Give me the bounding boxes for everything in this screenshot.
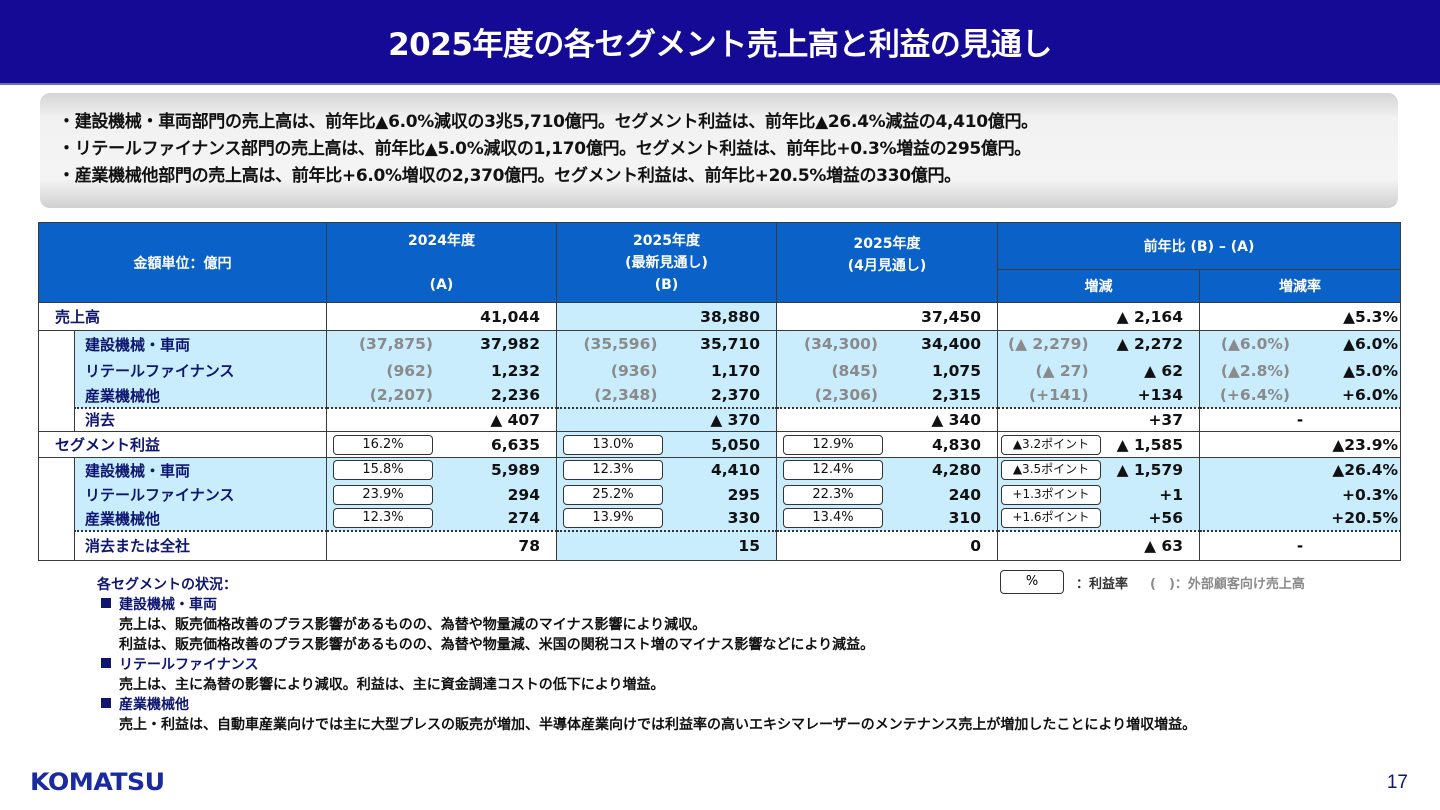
margin-diff-badge: +1.3ポイント <box>1001 484 1101 505</box>
notes-segment-industrial: 産業機械他 <box>97 695 1196 715</box>
square-bullet-icon <box>101 598 111 608</box>
margin-badge: 13.4% <box>783 508 883 528</box>
summary-line: ・建設機械・車両部門の売上高は、前年比▲6.0%減収の3兆5,710億円。セグメ… <box>58 112 1038 132</box>
notes-segment-construction: 建設機械・車両 <box>97 595 1196 615</box>
table-row-sales-total: 売上高 41,044 38,880 37,450 ▲ 2,164 ▲5.3% <box>38 302 1402 331</box>
summary-box: ・建設機械・車両部門の売上高は、前年比▲6.0%減収の3兆5,710億円。セグメ… <box>40 93 1398 208</box>
title-bar: 2025年度の各セグメント売上高と利益の見通し <box>0 0 1440 85</box>
table-row: 建設機械・車両 (37,875) 37,982 (35,596) 35,710 (3… <box>38 330 1402 432</box>
margin-badge: 25.2% <box>563 484 663 505</box>
table-row: リテールファイナンス (962) 1,232 (936) 1,170 (845) 1,… <box>39 357 1402 384</box>
table-row-profit-total: セグメント利益 16.2% 6,635 13.0% 5,050 12.9% 4,830… <box>38 431 1402 458</box>
square-bullet-icon <box>101 658 111 668</box>
notes-heading: 各セグメントの状況： <box>97 577 237 593</box>
margin-badge: 16.2% <box>333 434 433 455</box>
margin-diff-badge: +1.6ポイント <box>1001 508 1101 528</box>
legend-external-text: ( )：外部顧客向け売上高 <box>1150 576 1305 592</box>
legend-margin-text: ：利益率 <box>1076 576 1129 592</box>
margin-badge: 13.9% <box>563 508 663 528</box>
table-row-elimination-corporate: 消去または全社 78 15 0 ▲ 63 - <box>39 529 1402 561</box>
table-row: リテールファイナンス 23.9% 294 25.2% 295 22.3% 240 +1… <box>39 482 1402 507</box>
col-header-yoy: 前年比 (B) – (A) <box>996 222 1402 270</box>
col-header-fy2025-april: 2025年度 (4月見通し) <box>776 222 998 303</box>
summary-line: ・リテールファイナンス部門の売上高は、前年比▲5.0%減収の1,170億円。セグ… <box>58 139 1031 159</box>
margin-badge: 12.3% <box>563 460 663 481</box>
summary-line: ・産業機械他部門の売上高は、前年比+6.0%増収の2,370億円。セグメント利益… <box>58 166 961 186</box>
notes-text: 売上・利益は、自動車産業向けでは主に大型プレスの販売が増加、半導体産業向けでは利… <box>119 717 1197 733</box>
col-header-rate: 増減率 <box>1198 269 1402 303</box>
notes-text: 利益は、販売価格改善のプラス影響があるものの、為替や物量減、米国の関税コスト増の… <box>119 637 875 653</box>
notes-segment-retail-finance: リテールファイナンス <box>97 655 1196 675</box>
segment-table: 金額単位：億円 2024年度 (A) 2025年度 (最新見通し) (B) 20… <box>38 222 1402 561</box>
margin-badge: 15.8% <box>333 460 433 481</box>
unit-header: 金額単位：億円 <box>38 222 327 303</box>
col-header-fy2025-latest: 2025年度 (最新見通し) (B) <box>556 222 777 303</box>
komatsu-logo: KOMATSU <box>30 768 165 796</box>
notes-text: 売上は、販売価格改善のプラス影響があるものの、為替や物量減のマイナス影響により減… <box>119 617 707 633</box>
margin-diff-badge: ▲3.5ポイント <box>1001 460 1101 481</box>
segment-notes: 各セグメントの状況： 建設機械・車両 売上は、販売価格改善のプラス影響があるもの… <box>97 575 1196 735</box>
margin-badge: 13.0% <box>563 434 663 455</box>
table-row: 建設機械・車両 15.8% 5,989 12.3% 4,410 12.4% 4,280… <box>38 457 1402 561</box>
margin-badge: 12.3% <box>333 508 433 528</box>
margin-badge: 23.9% <box>333 484 433 505</box>
col-header-diff: 増減 <box>997 269 1200 303</box>
margin-badge: 12.9% <box>783 434 883 455</box>
table-row-elimination: 消去 ▲ 407 ▲ 370 ▲ 340 +37 - <box>39 406 1402 432</box>
notes-text: 売上は、主に為替の影響により減収。利益は、主に資金調達コストの低下により増益。 <box>119 677 665 693</box>
margin-badge: 12.4% <box>783 460 883 481</box>
table-row: 産業機械他 12.3% 274 13.9% 330 13.4% 310 +1.6ポイン… <box>39 506 1402 531</box>
page-number: 17 <box>1386 772 1408 793</box>
margin-badge: 22.3% <box>783 484 883 505</box>
legend-margin-box: % <box>1000 570 1064 594</box>
square-bullet-icon <box>101 698 111 708</box>
table-legend: % ：利益率 ( )：外部顧客向け売上高 <box>1000 570 1305 594</box>
row-label: 売上高 <box>38 302 327 331</box>
col-header-fy2024: 2024年度 (A) <box>326 222 557 303</box>
table-row: 産業機械他 (2,207) 2,236 (2,348) 2,370 (2,306) 2… <box>39 383 1402 408</box>
margin-diff-badge: ▲3.2ポイント <box>1001 434 1101 455</box>
page-title: 2025年度の各セグメント売上高と利益の見通し <box>388 27 1052 63</box>
